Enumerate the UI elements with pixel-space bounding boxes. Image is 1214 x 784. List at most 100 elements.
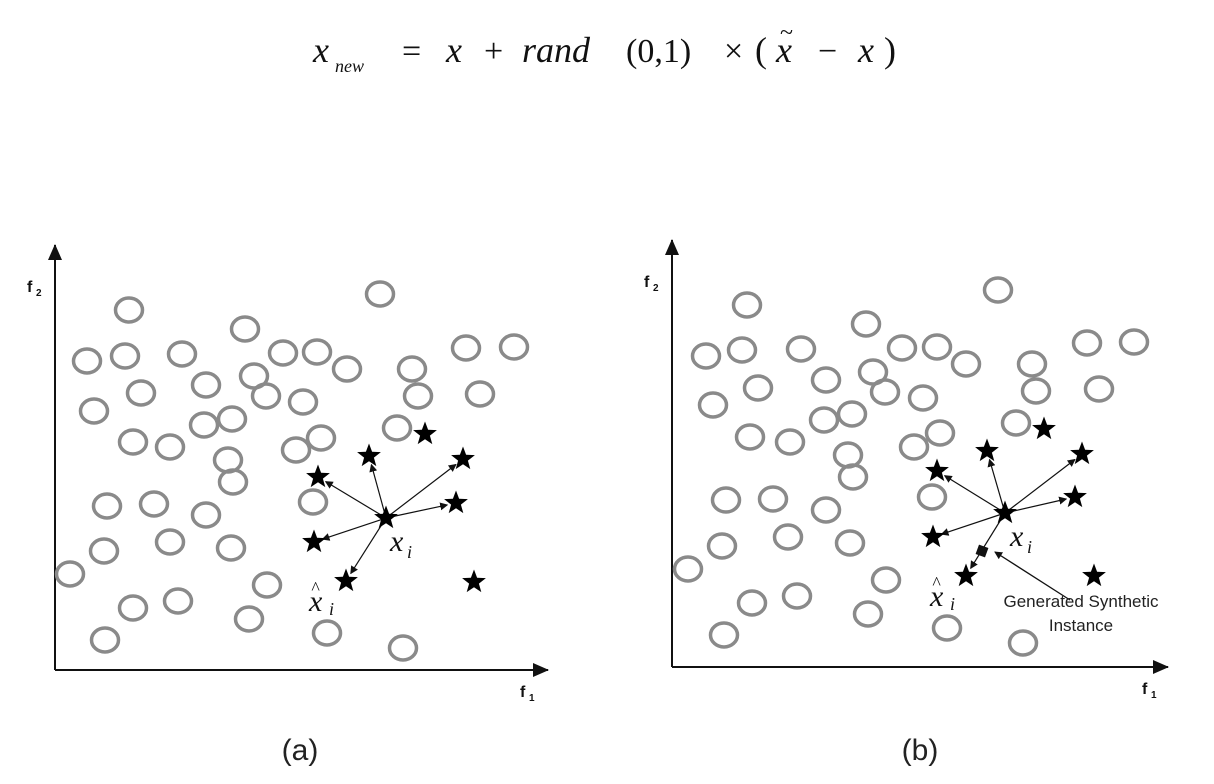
majority-point — [387, 634, 419, 662]
panel-caption: (b) — [902, 734, 939, 767]
majority-point — [834, 529, 866, 557]
majority-point — [1020, 377, 1052, 405]
majority-point — [117, 428, 149, 456]
majority-point — [710, 486, 742, 514]
x-axis-label: f — [520, 684, 526, 701]
majority-point — [808, 406, 840, 434]
majority-point — [233, 605, 265, 633]
y-axis-label: f — [27, 279, 33, 296]
majority-point — [907, 384, 939, 412]
majority-point — [125, 379, 157, 407]
majority-point — [154, 433, 186, 461]
majority-point — [251, 571, 283, 599]
majority-point — [88, 537, 120, 565]
majority-point — [931, 614, 963, 642]
majority-point — [852, 600, 884, 628]
majority-point — [117, 594, 149, 622]
majority-point — [870, 566, 902, 594]
formula-equals: = — [402, 33, 421, 70]
majority-point — [190, 371, 222, 399]
majority-point — [1000, 409, 1032, 437]
formula-lhs: x — [312, 30, 329, 70]
majority-point — [916, 483, 948, 511]
formula-times: × — [724, 33, 743, 70]
majority-point — [215, 534, 247, 562]
formula-open-paren: ( — [755, 30, 767, 70]
majority-point — [381, 414, 413, 442]
minority-point — [1063, 484, 1087, 508]
majority-point — [301, 338, 333, 366]
y-axis-label: f — [644, 274, 650, 291]
majority-point — [950, 350, 982, 378]
minority-point — [413, 421, 437, 445]
majority-point — [190, 501, 222, 529]
majority-point — [850, 310, 882, 338]
majority-points — [54, 280, 530, 662]
majority-point — [212, 446, 244, 474]
minority-point — [993, 500, 1017, 524]
majority-point — [921, 333, 953, 361]
neighbor-point-hat: ^ — [932, 573, 941, 593]
majority-points — [672, 276, 1150, 657]
majority-point — [267, 339, 299, 367]
majority-point — [742, 374, 774, 402]
x-axis-label: f — [1142, 681, 1148, 698]
formula-rand-args: (0,1) — [626, 33, 691, 70]
formula-rand: rand — [522, 30, 591, 70]
panel-b: f 2 f 1 x i x ^ i Generated Synthetic In… — [644, 239, 1169, 767]
majority-point — [1007, 629, 1039, 657]
majority-point — [89, 626, 121, 654]
majority-point — [810, 496, 842, 524]
majority-point — [250, 382, 282, 410]
majority-point — [91, 492, 123, 520]
majority-point — [450, 334, 482, 362]
neighbor-link — [987, 458, 1006, 514]
majority-point — [886, 334, 918, 362]
majority-point — [772, 523, 804, 551]
minority-point — [1082, 563, 1106, 587]
majority-point — [305, 424, 337, 452]
minority-point — [1032, 416, 1056, 440]
majority-point — [708, 621, 740, 649]
majority-point — [757, 485, 789, 513]
smote-formula: x new = x + rand (0,1) × ( x ~ − x ) — [312, 20, 896, 76]
minority-point — [334, 568, 358, 592]
majority-point — [331, 355, 363, 383]
majority-point — [217, 468, 249, 496]
majority-point — [706, 532, 738, 560]
majority-point — [1118, 328, 1150, 356]
neighbor-link — [1004, 496, 1068, 514]
center-point-label-subscript: i — [407, 542, 412, 562]
neighbor-link — [970, 512, 1006, 570]
neighbor-link — [1004, 458, 1076, 514]
majority-point — [690, 342, 722, 370]
majority-point — [297, 488, 329, 516]
majority-point — [736, 589, 768, 617]
neighbor-link — [385, 502, 449, 519]
callout-text-line2: Instance — [1049, 616, 1113, 635]
x-axis-label-subscript: 1 — [529, 693, 535, 704]
neighbor-link — [369, 463, 387, 519]
minority-point — [357, 443, 381, 467]
majority-point — [280, 436, 312, 464]
minority-point — [306, 464, 330, 488]
minority-points — [921, 416, 1106, 587]
majority-point — [982, 276, 1014, 304]
majority-point — [810, 366, 842, 394]
callout-text-line1: Generated Synthetic — [1004, 592, 1159, 611]
majority-point — [166, 340, 198, 368]
panel-caption: (a) — [282, 734, 319, 767]
majority-point — [869, 378, 901, 406]
panel-a: f 2 f 1 x i x ^ i (a) — [27, 244, 549, 767]
majority-point — [731, 291, 763, 319]
majority-point — [498, 333, 530, 361]
majority-point — [109, 342, 141, 370]
majority-point — [162, 587, 194, 615]
majority-point — [154, 528, 186, 556]
majority-point — [138, 490, 170, 518]
neighbor-link — [943, 475, 1006, 514]
majority-point — [1071, 329, 1103, 357]
y-axis-label-subscript: 2 — [653, 283, 659, 294]
minority-point — [975, 438, 999, 462]
